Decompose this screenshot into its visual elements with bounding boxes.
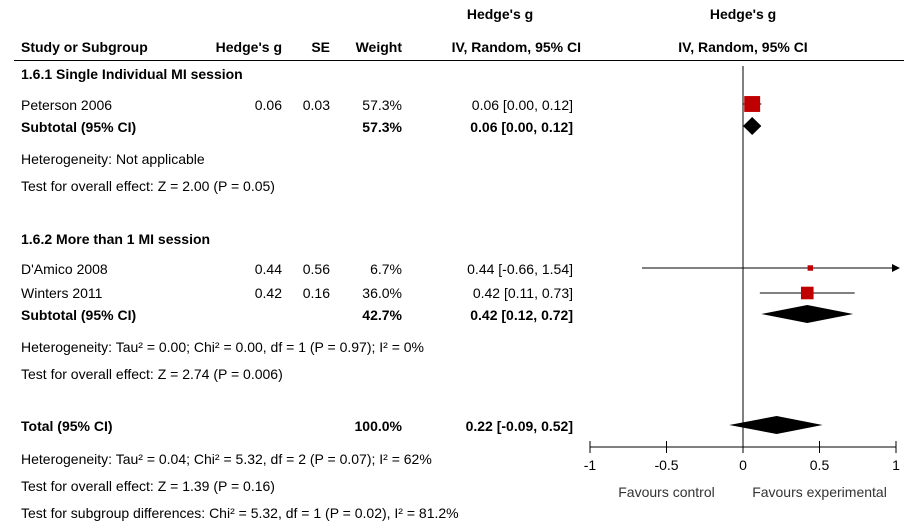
plot-title: Hedge's g: [709, 6, 777, 22]
total-overall-effect-text: Test for overall effect: Z = 1.39 (P = 0…: [21, 478, 275, 494]
x-tick-label: -1: [584, 457, 597, 473]
summary-diamond: [761, 305, 854, 323]
subtotal-ci: 0.42 [0.12, 0.72]: [470, 307, 573, 323]
favours-left-label: Favours control: [618, 484, 714, 500]
study-column-header: Study or Subgroup: [21, 39, 148, 55]
study-name: Peterson 2006: [21, 97, 113, 113]
plot-subtitle: IV, Random, 95% CI: [678, 39, 808, 55]
study-se: 0.16: [302, 285, 330, 301]
study-se: 0.03: [302, 97, 330, 113]
study-weight: 6.7%: [370, 261, 402, 277]
ci-column-title: Hedge's g: [466, 6, 534, 22]
header-rule: [14, 60, 904, 61]
ci-arrow: [892, 264, 900, 272]
study-g: 0.06: [254, 97, 282, 113]
x-tick-label: 1: [892, 457, 900, 473]
x-tick-label: 0.5: [810, 457, 830, 473]
subtotal-ci: 0.06 [0.00, 0.12]: [470, 119, 573, 135]
overall-effect-text: Test for overall effect: Z = 2.00 (P = 0…: [21, 178, 275, 194]
subtotal-weight: 42.7%: [362, 307, 402, 323]
weight-column-header: Weight: [355, 39, 402, 55]
study-ci: 0.06 [0.00, 0.12]: [471, 97, 573, 113]
study-name: D'Amico 2008: [21, 261, 108, 277]
ci-column-header: IV, Random, 95% CI: [451, 39, 581, 55]
total-ci: 0.22 [-0.09, 0.52]: [465, 418, 573, 434]
study-ci: 0.42 [0.11, 0.73]: [472, 285, 573, 301]
heterogeneity-text: Heterogeneity: Not applicable: [21, 151, 205, 167]
total-weight: 100.0%: [354, 418, 402, 434]
subgroup-title: 1.6.2 More than 1 MI session: [21, 231, 211, 247]
heterogeneity-text: Heterogeneity: Tau² = 0.00; Chi² = 0.00,…: [21, 339, 424, 355]
overall-effect-text: Test for overall effect: Z = 2.74 (P = 0…: [21, 366, 283, 382]
total-heterogeneity-text: Heterogeneity: Tau² = 0.04; Chi² = 5.32,…: [21, 451, 432, 467]
study-marker: [744, 96, 761, 112]
study-weight: 36.0%: [362, 285, 402, 301]
se-column-header: SE: [311, 39, 330, 55]
study-g: 0.42: [254, 285, 282, 301]
favours-right-label: Favours experimental: [752, 484, 887, 500]
study-name: Winters 2011: [21, 285, 103, 301]
total-label: Total (95% CI): [21, 418, 113, 434]
subtotal-label: Subtotal (95% CI): [21, 307, 137, 323]
summary-diamond: [743, 117, 762, 135]
study-g: 0.44: [254, 261, 282, 277]
study-ci: 0.44 [-0.66, 1.54]: [467, 261, 573, 277]
study-marker: [800, 286, 814, 300]
subtotal-label: Subtotal (95% CI): [21, 119, 137, 135]
study-weight: 57.3%: [362, 97, 402, 113]
summary-diamond: [729, 416, 823, 434]
x-tick-label: -0.5: [654, 457, 678, 473]
study-marker: [807, 265, 814, 271]
subtotal-weight: 57.3%: [362, 119, 402, 135]
x-tick-label: 0: [739, 457, 747, 473]
study-se: 0.56: [302, 261, 330, 277]
subgroup-differences-text: Test for subgroup differences: Chi² = 5.…: [21, 505, 459, 521]
g-column-header: Hedge's g: [215, 39, 282, 55]
subgroup-title: 1.6.1 Single Individual MI session: [21, 66, 243, 82]
